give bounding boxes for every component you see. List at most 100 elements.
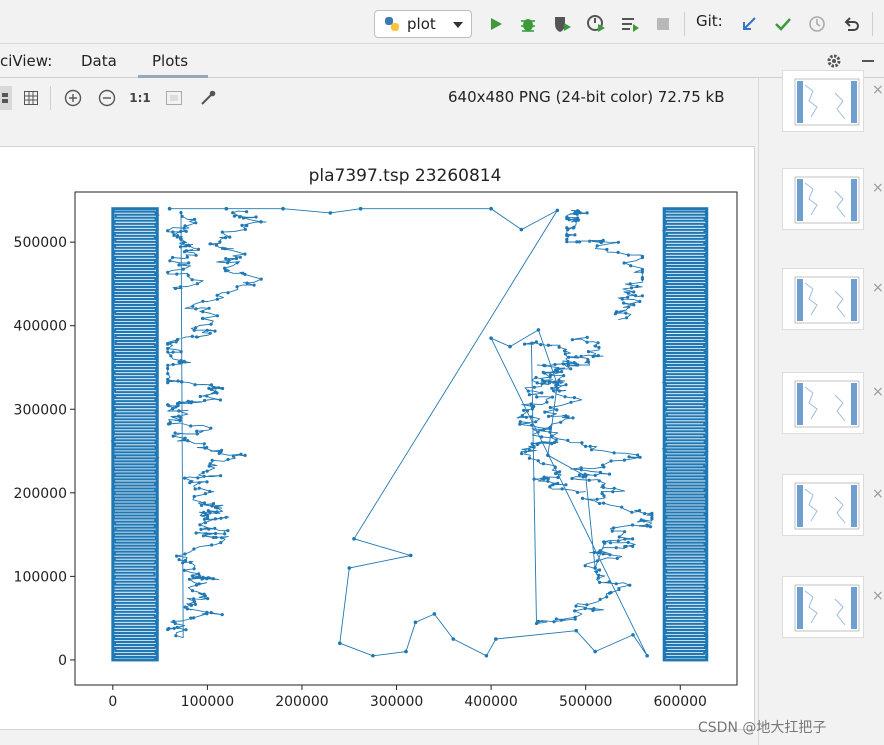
route-point	[205, 469, 209, 473]
route-point	[328, 211, 333, 215]
route-point	[208, 242, 212, 246]
play-icon	[491, 18, 502, 30]
clock-icon	[809, 16, 825, 32]
git-label: Git:	[696, 12, 723, 30]
route-point	[542, 475, 546, 479]
route-point	[557, 345, 561, 349]
route-point	[234, 256, 239, 261]
route-point	[587, 478, 591, 482]
route-point	[645, 523, 649, 527]
route-point	[224, 206, 229, 211]
route-point	[580, 496, 585, 500]
route-point	[623, 545, 627, 549]
zoom-out-button[interactable]	[96, 86, 118, 110]
route-point	[639, 518, 643, 522]
close-thumbnail-icon[interactable]: ×	[872, 180, 884, 196]
git-history-button[interactable]	[806, 13, 828, 35]
route-point	[576, 209, 580, 213]
run-button[interactable]	[486, 14, 506, 34]
route-point	[650, 517, 654, 521]
route-point	[579, 354, 583, 358]
route-point	[173, 286, 178, 291]
route-point	[189, 603, 193, 607]
route-point	[552, 620, 556, 624]
close-thumbnail-icon[interactable]: ×	[872, 384, 884, 400]
close-thumbnail-icon[interactable]: ×	[872, 82, 884, 98]
route-point	[245, 281, 249, 285]
route-point	[171, 434, 175, 438]
route-point	[176, 337, 180, 342]
profiler-icon	[587, 15, 605, 32]
fit-zoom-button[interactable]	[163, 86, 185, 110]
route-point	[605, 247, 609, 252]
route-point	[565, 240, 569, 244]
route-point	[575, 240, 579, 244]
route-point	[181, 267, 185, 271]
route-point	[231, 454, 235, 458]
thumbnail-preview	[794, 584, 860, 632]
run-concurrency-button[interactable]	[619, 13, 641, 35]
route-point	[595, 497, 599, 501]
dense-right-band-outline	[662, 207, 709, 662]
route-point	[596, 341, 600, 345]
table-view-button[interactable]	[20, 86, 42, 110]
route-point	[585, 335, 589, 339]
route-point	[166, 627, 170, 632]
route-point	[201, 316, 205, 321]
route-point	[566, 228, 570, 232]
route-point	[648, 525, 653, 529]
profile-button[interactable]	[585, 13, 607, 35]
close-thumbnail-icon[interactable]: ×	[872, 486, 884, 502]
x-tick-label: 400000	[464, 694, 517, 710]
plot-thumbnail[interactable]	[782, 168, 864, 230]
plot-thumbnail[interactable]	[782, 474, 864, 536]
route-point	[574, 604, 578, 608]
route-point	[178, 415, 182, 419]
route-point	[182, 568, 186, 572]
route-point	[631, 544, 635, 548]
actual-size-button[interactable]: 1:1	[129, 91, 151, 105]
route-point	[182, 241, 186, 245]
route-point	[200, 503, 204, 507]
tab-data[interactable]: Data	[81, 52, 117, 70]
plot-thumbnail[interactable]	[782, 70, 864, 132]
route-point	[627, 455, 631, 459]
route-point	[190, 589, 195, 593]
git-commit-button[interactable]	[772, 13, 794, 35]
run-config-dropdown[interactable]: plot	[374, 10, 472, 38]
git-update-button[interactable]	[738, 13, 760, 35]
settings-button[interactable]	[824, 51, 844, 71]
plot-thumbnail[interactable]	[782, 268, 864, 330]
route-point	[208, 511, 212, 515]
route-point	[564, 383, 568, 387]
debug-button[interactable]	[517, 13, 539, 35]
close-thumbnail-icon[interactable]: ×	[872, 280, 884, 296]
route-point	[202, 442, 206, 446]
route-point	[195, 432, 199, 436]
git-rollback-button[interactable]	[840, 13, 862, 35]
y-tick-label: 500000	[14, 235, 67, 251]
thumbnail-preview	[794, 176, 860, 224]
route-point	[602, 465, 606, 469]
route-point	[632, 303, 636, 307]
route-point	[172, 233, 176, 237]
stop-button[interactable]	[653, 14, 673, 34]
route-point	[220, 246, 225, 250]
layout-button[interactable]	[0, 86, 12, 110]
run-with-coverage-button[interactable]	[551, 13, 573, 35]
close-thumbnail-icon[interactable]: ×	[872, 588, 884, 604]
route-point	[563, 395, 567, 399]
route-point	[202, 501, 207, 505]
panel-divider[interactable]	[758, 78, 759, 745]
route-point	[209, 426, 213, 430]
hide-button[interactable]	[858, 51, 878, 71]
zoom-in-button[interactable]	[62, 86, 84, 110]
color-picker-button[interactable]	[197, 86, 219, 110]
plot-thumbnail[interactable]	[782, 372, 864, 434]
tab-plots[interactable]: Plots	[152, 52, 189, 70]
route-point	[546, 453, 550, 458]
route-point	[630, 523, 635, 527]
route-point	[566, 415, 570, 419]
route-point	[192, 547, 196, 551]
plot-thumbnail[interactable]	[782, 576, 864, 638]
